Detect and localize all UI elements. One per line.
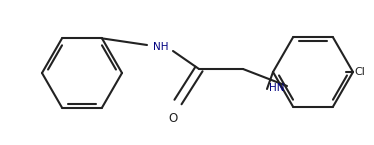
Text: O: O [168, 112, 178, 125]
Text: HN: HN [269, 83, 285, 93]
Text: Cl: Cl [354, 67, 365, 77]
Text: NH: NH [153, 42, 169, 52]
